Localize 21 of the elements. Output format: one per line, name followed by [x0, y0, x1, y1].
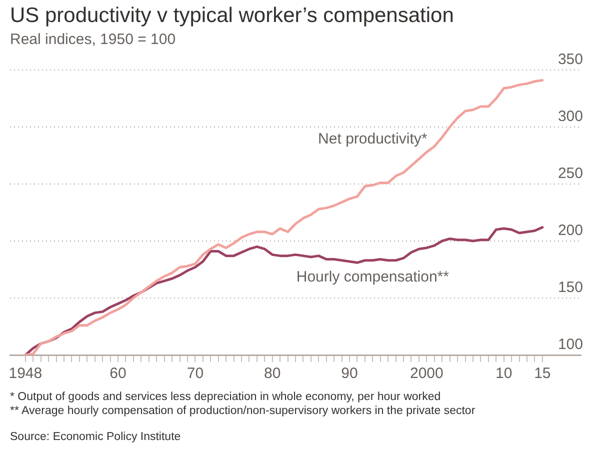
chart-subtitle: Real indices, 1950 = 100	[10, 31, 176, 48]
y-tick-label: 200	[558, 222, 583, 240]
x-tick-label: 70	[186, 365, 204, 382]
y-tick-label: 150	[558, 279, 583, 296]
y-tick-label: 250	[558, 165, 583, 182]
series-label: Net productivity*	[318, 130, 428, 148]
series-label: Hourly compensation**	[296, 268, 450, 286]
x-tick-label: 60	[110, 365, 126, 382]
x-tick-label: 2000	[410, 365, 444, 382]
y-tick-label: 300	[558, 108, 583, 126]
source-note: Source: Economic Policy Institute	[10, 430, 182, 444]
text: ** Average hourly compensation of production/non-supervisory workers in the private sector	[10, 404, 476, 418]
x-tick-label: 10	[495, 365, 512, 382]
y-tick-label: 100	[558, 336, 583, 354]
x-tick-label: 80	[264, 365, 281, 382]
x-tick-label: 1948	[8, 365, 42, 382]
x-tick-label: 90	[341, 365, 358, 382]
chart-title: US productivity v typical worker’s compensation	[10, 4, 454, 28]
text: * Output of goods and services less depreciation in whole economy, per hour worked	[10, 390, 442, 404]
y-tick-label: 350	[558, 51, 583, 68]
x-tick-label: 15	[534, 365, 551, 382]
